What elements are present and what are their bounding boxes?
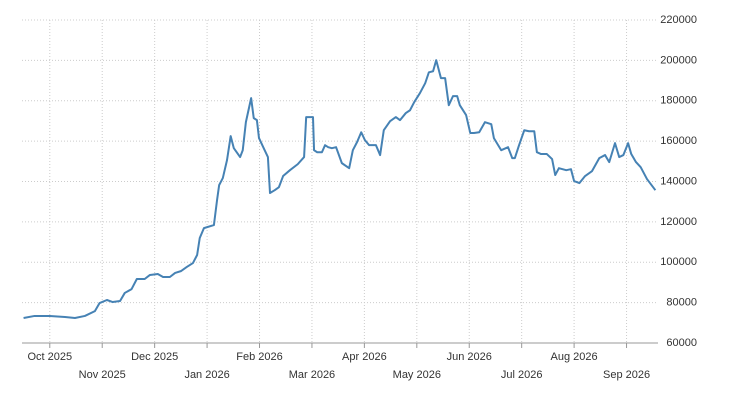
x-tick-label: Dec 2025: [131, 351, 178, 363]
x-tick-label: Jun 2026: [447, 351, 492, 363]
y-tick-label: 160000: [660, 135, 697, 147]
x-tick-label: Aug 2026: [551, 351, 598, 363]
y-tick-label: 80000: [666, 297, 697, 309]
x-tick-label: Nov 2025: [79, 369, 126, 381]
y-tick-label: 100000: [660, 256, 697, 268]
y-tick-label: 200000: [660, 54, 697, 66]
data-line: [23, 59, 657, 319]
x-tick-label: Mar 2026: [289, 369, 335, 381]
y-tick-label: 180000: [660, 95, 697, 107]
x-tick-label: Oct 2025: [27, 351, 72, 363]
x-tick-label: May 2026: [393, 369, 441, 381]
y-tick-label: 120000: [660, 216, 697, 228]
x-tick-label: Sep 2026: [603, 369, 650, 381]
y-tick-label: 220000: [660, 14, 697, 26]
y-tick-label: 140000: [660, 175, 697, 187]
x-tick-label: Feb 2026: [236, 351, 282, 363]
x-tick-label: Jul 2026: [501, 369, 543, 381]
x-tick-label: Apr 2026: [342, 351, 387, 363]
y-tick-label: 60000: [666, 337, 697, 349]
x-tick-label: Jan 2026: [184, 369, 229, 381]
